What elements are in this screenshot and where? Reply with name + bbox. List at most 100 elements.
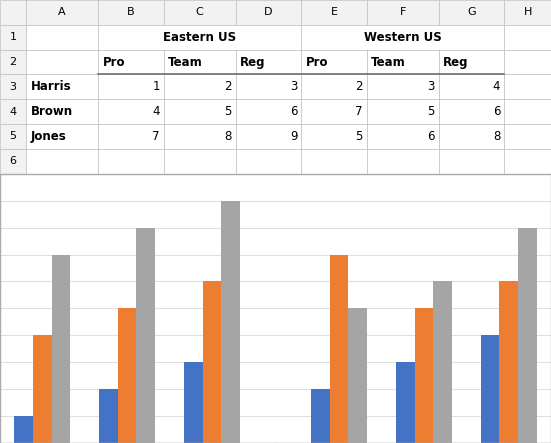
- Text: 4: 4: [493, 80, 500, 93]
- Bar: [367, 124, 439, 149]
- Bar: [0, 50, 26, 74]
- Bar: [301, 74, 367, 99]
- Bar: [222, 201, 240, 443]
- Bar: [329, 255, 348, 443]
- Text: 2: 2: [224, 80, 231, 93]
- Bar: [98, 74, 164, 99]
- Bar: [504, 149, 551, 174]
- Text: A: A: [58, 8, 66, 17]
- Bar: [367, 74, 439, 99]
- Text: 5: 5: [355, 130, 363, 143]
- Bar: [164, 25, 235, 50]
- Text: 3: 3: [428, 80, 435, 93]
- Text: B: B: [127, 8, 134, 17]
- Bar: [26, 25, 98, 50]
- Bar: [311, 389, 329, 443]
- Text: 2: 2: [355, 80, 363, 93]
- Text: Team: Team: [168, 55, 203, 69]
- Bar: [26, 0, 98, 25]
- Bar: [439, 99, 504, 124]
- Bar: [0, 174, 551, 443]
- Text: D: D: [264, 8, 273, 17]
- Bar: [414, 308, 433, 443]
- Bar: [439, 124, 504, 149]
- Bar: [439, 50, 504, 74]
- Bar: [367, 50, 439, 74]
- Bar: [164, 149, 235, 174]
- Bar: [98, 50, 164, 74]
- Bar: [98, 99, 164, 124]
- Text: Pro: Pro: [305, 55, 328, 69]
- Bar: [164, 99, 235, 124]
- Bar: [439, 74, 504, 99]
- Text: E: E: [331, 8, 337, 17]
- Bar: [367, 74, 439, 99]
- Text: 5: 5: [224, 105, 231, 118]
- Text: Western US: Western US: [364, 31, 441, 44]
- Bar: [26, 149, 98, 174]
- Bar: [98, 124, 164, 149]
- Bar: [301, 99, 367, 124]
- Bar: [235, 99, 301, 124]
- Bar: [439, 0, 504, 25]
- Bar: [235, 149, 301, 174]
- Text: F: F: [399, 8, 406, 17]
- Bar: [301, 149, 367, 174]
- Text: H: H: [523, 8, 532, 17]
- Bar: [0, 74, 26, 99]
- Text: 6: 6: [493, 105, 500, 118]
- Bar: [118, 308, 137, 443]
- Text: Reg: Reg: [443, 55, 468, 69]
- Bar: [203, 281, 222, 443]
- Text: Harris: Harris: [31, 80, 71, 93]
- Bar: [439, 74, 504, 99]
- Bar: [98, 50, 164, 74]
- Bar: [301, 50, 367, 74]
- Text: 1: 1: [9, 32, 17, 42]
- Bar: [0, 149, 26, 174]
- Bar: [499, 281, 518, 443]
- Bar: [301, 124, 367, 149]
- Text: 4: 4: [9, 107, 17, 117]
- Text: Brown: Brown: [31, 105, 73, 118]
- Bar: [164, 124, 235, 149]
- Bar: [433, 281, 452, 443]
- Text: 5: 5: [9, 132, 17, 141]
- Bar: [99, 389, 118, 443]
- Text: G: G: [467, 8, 476, 17]
- Bar: [184, 362, 203, 443]
- Bar: [26, 99, 98, 124]
- Bar: [164, 99, 235, 124]
- Text: Pro: Pro: [102, 55, 125, 69]
- Text: 1: 1: [152, 80, 160, 93]
- Bar: [439, 149, 504, 174]
- Text: 6: 6: [427, 130, 435, 143]
- Bar: [439, 25, 504, 50]
- Bar: [480, 335, 499, 443]
- Bar: [235, 74, 301, 99]
- Bar: [26, 74, 98, 99]
- Bar: [164, 74, 235, 99]
- Text: 2: 2: [9, 57, 17, 67]
- Bar: [235, 25, 301, 50]
- Bar: [98, 0, 164, 25]
- Bar: [301, 74, 367, 99]
- Bar: [235, 50, 301, 74]
- Bar: [367, 124, 439, 149]
- Bar: [396, 362, 414, 443]
- Bar: [439, 99, 504, 124]
- Bar: [98, 25, 164, 50]
- Text: 6: 6: [9, 156, 17, 166]
- Bar: [235, 99, 301, 124]
- Text: C: C: [196, 8, 203, 17]
- Bar: [26, 99, 98, 124]
- Text: 8: 8: [493, 130, 500, 143]
- Text: 3: 3: [290, 80, 297, 93]
- Bar: [98, 74, 164, 99]
- Text: Jones: Jones: [31, 130, 67, 143]
- Bar: [164, 74, 235, 99]
- Bar: [137, 228, 155, 443]
- Bar: [301, 25, 504, 50]
- Text: 4: 4: [152, 105, 160, 118]
- Bar: [367, 99, 439, 124]
